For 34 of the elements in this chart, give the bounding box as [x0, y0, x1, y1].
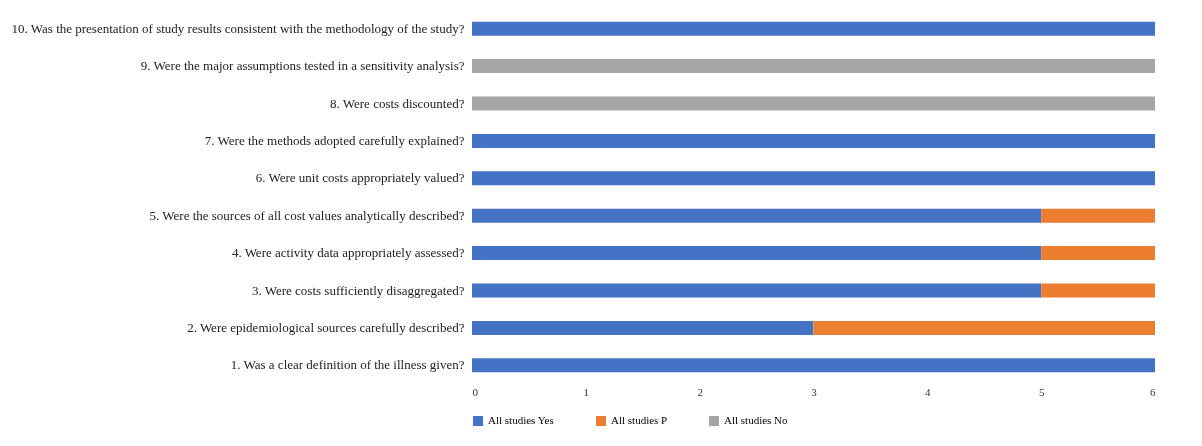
- bar: [472, 246, 1042, 261]
- legend-label: All studies Yes: [488, 414, 554, 426]
- bar: [472, 208, 1042, 223]
- bar: [472, 320, 814, 335]
- x-tick-label: 4: [925, 385, 932, 398]
- y-tick-label: 3. Were costs sufficiently disaggregated?: [251, 282, 465, 298]
- x-tick-label: 2: [697, 385, 703, 398]
- bar: [472, 21, 1155, 36]
- y-tick-label: 7. Were the methods adopted carefully explained?: [204, 132, 465, 148]
- y-tick-label: 8. Were costs discounted?: [330, 95, 465, 111]
- y-tick-label: 10. Was the presentation of study results consistent with the methodology of the study?: [11, 20, 465, 36]
- bar: [472, 358, 1155, 373]
- bar: [813, 320, 1155, 335]
- bar: [1041, 208, 1155, 223]
- x-tick-label: 3: [811, 385, 818, 398]
- y-tick-label: 2. Were epidemiological sources carefully described?: [187, 319, 465, 335]
- bar: [472, 283, 1042, 298]
- bar: [1041, 246, 1155, 261]
- bar: [472, 96, 1155, 111]
- x-tick-label: 1: [583, 385, 590, 398]
- bar: [472, 171, 1155, 186]
- x-tick-label: 0: [472, 385, 479, 398]
- bar: [472, 59, 1155, 74]
- legend-label: All studies No: [724, 414, 789, 426]
- x-tick-label: 5: [1038, 385, 1045, 398]
- x-tick-label: 6: [1150, 385, 1156, 398]
- y-tick-label: 1. Was a clear definition of the illness given?: [230, 357, 465, 373]
- bar: [1041, 283, 1155, 298]
- y-tick-label: 4. Were activity data appropriately assessed?: [231, 245, 465, 261]
- y-tick-label: 9. Were the major assumptions tested in a sensitivity analysis?: [140, 58, 465, 74]
- legend-label: All studies P: [611, 414, 668, 426]
- bar: [472, 133, 1155, 148]
- y-tick-label: 5. Were the sources of all cost values analytically described?: [149, 207, 465, 223]
- y-tick-label: 6. Were unit costs appropriately valued?: [255, 170, 465, 186]
